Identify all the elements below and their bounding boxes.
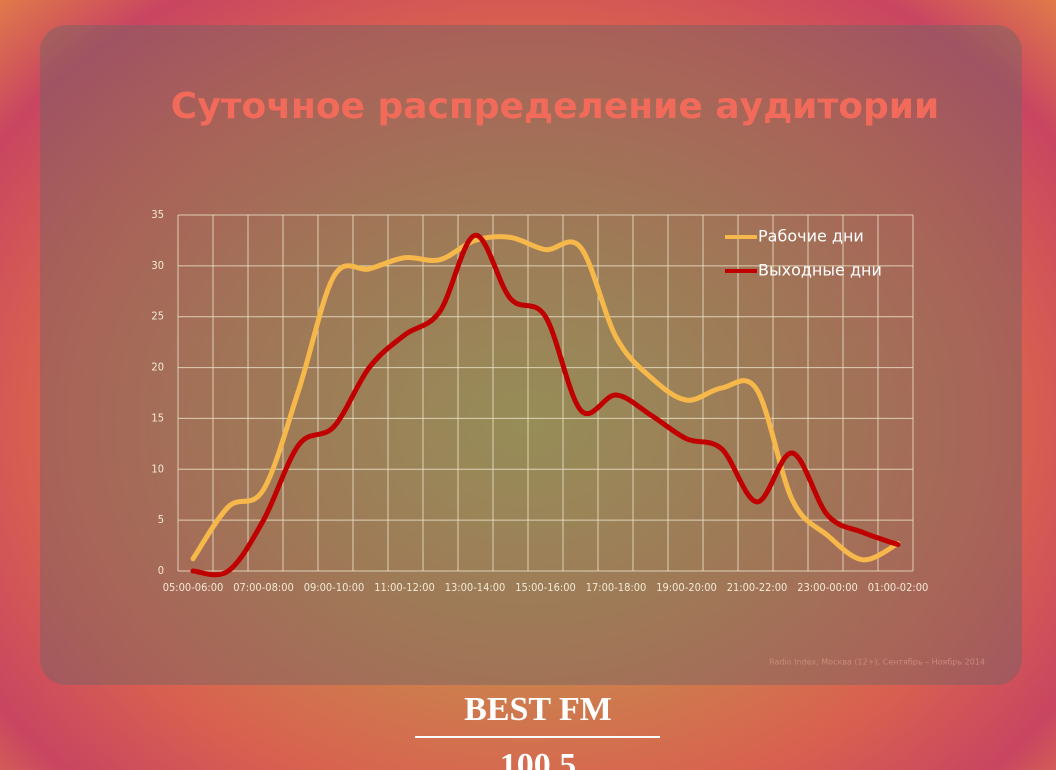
y-tick-label: 30 bbox=[151, 259, 164, 272]
x-tick-label: 05:00-06:00 bbox=[163, 581, 224, 594]
series-line bbox=[190, 232, 901, 578]
y-tick-label: 25 bbox=[151, 310, 164, 323]
x-tick-label: 09:00-10:00 bbox=[304, 581, 365, 594]
series-line bbox=[190, 234, 901, 563]
legend-label: Выходные дни bbox=[758, 261, 882, 280]
logo: BEST FM bbox=[464, 691, 612, 728]
chart-title: Суточное распределение аудитории bbox=[171, 86, 939, 127]
y-tick-label: 0 bbox=[158, 564, 164, 577]
y-tick-label: 20 bbox=[151, 361, 164, 374]
y-tick-label: 5 bbox=[158, 513, 164, 526]
y-tick-label: 10 bbox=[151, 462, 164, 475]
x-tick-label: 19:00-20:00 bbox=[656, 581, 717, 594]
y-tick-label: 15 bbox=[151, 411, 164, 424]
x-tick-label: 23:00-00:00 bbox=[797, 581, 858, 594]
x-tick-label: 07:00-08:00 bbox=[233, 581, 294, 594]
source-note: Radio Index, Москва (12+), Сентябрь – Но… bbox=[769, 658, 985, 667]
legend-label: Рабочие дни bbox=[758, 227, 864, 246]
x-tick-label: 17:00-18:00 bbox=[586, 581, 647, 594]
frequency: 100.5 bbox=[500, 747, 577, 770]
x-tick-label: 11:00-12:00 bbox=[374, 581, 435, 594]
x-tick-label: 21:00-22:00 bbox=[727, 581, 788, 594]
x-tick-label: 13:00-14:00 bbox=[445, 581, 506, 594]
y-tick-label: 35 bbox=[151, 208, 164, 221]
x-tick-label: 15:00-16:00 bbox=[515, 581, 576, 594]
x-tick-label: 01:00-02:00 bbox=[868, 581, 929, 594]
